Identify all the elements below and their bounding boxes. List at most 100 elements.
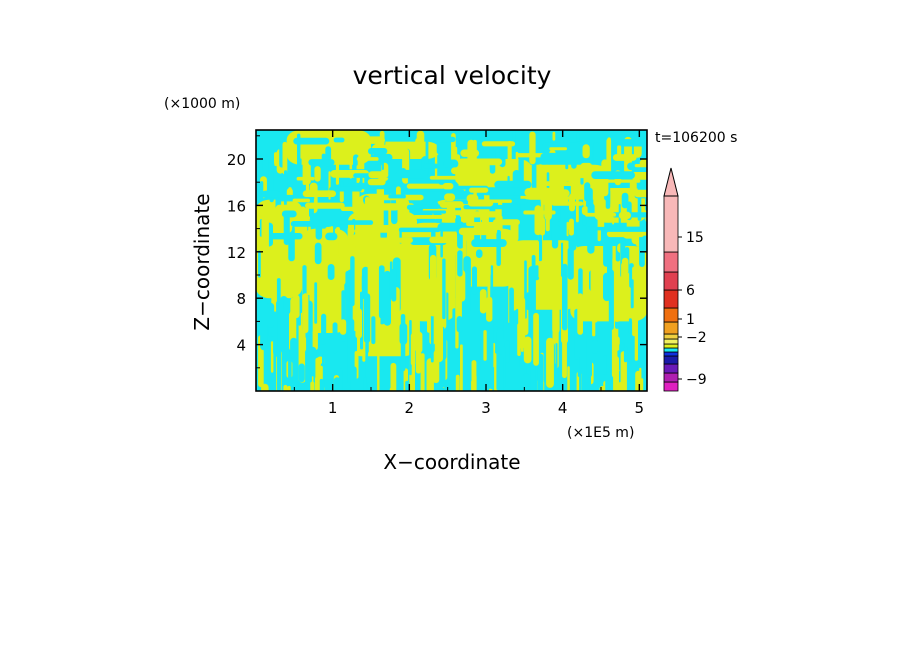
colorbar-label: 6 xyxy=(686,283,695,299)
field-filament xyxy=(639,159,647,167)
field-streak xyxy=(383,270,391,326)
field-streak xyxy=(435,319,442,362)
colorbar-segment xyxy=(663,363,679,374)
field-streak xyxy=(272,248,278,265)
field-filament xyxy=(261,190,281,198)
field-filament xyxy=(539,181,580,186)
x-unit-label: (×1E5 m) xyxy=(567,425,634,441)
field-streak xyxy=(314,166,321,182)
field-filament xyxy=(494,180,532,189)
field-streak xyxy=(623,346,628,363)
field-filament xyxy=(281,210,297,218)
field-streak xyxy=(380,369,384,387)
time-label: t=106200 s xyxy=(655,130,737,146)
field-streak xyxy=(391,268,397,302)
field-filament xyxy=(398,227,441,233)
field-streak xyxy=(426,358,434,391)
field-filament xyxy=(580,162,593,170)
field-streak xyxy=(494,353,497,391)
field-filament xyxy=(423,163,439,169)
field-streak xyxy=(302,293,309,334)
field-streak xyxy=(529,131,536,165)
field-streak xyxy=(546,337,554,388)
field-streak xyxy=(593,142,600,164)
colorbar-label: 1 xyxy=(686,312,695,328)
field-filament xyxy=(585,212,617,217)
field-streak xyxy=(290,337,298,359)
field-streak xyxy=(441,387,445,391)
field-streak xyxy=(471,266,477,295)
field-filament xyxy=(459,211,500,218)
field-streak xyxy=(274,152,278,167)
x-tick-label: 2 xyxy=(405,399,415,417)
field-streak xyxy=(442,258,446,320)
field-streak xyxy=(518,297,526,349)
field-streak xyxy=(314,242,322,265)
field-filament xyxy=(336,220,374,225)
colorbar-segment xyxy=(663,347,679,353)
field-filament xyxy=(429,175,462,180)
field-streak xyxy=(335,151,339,185)
field-streak xyxy=(277,346,281,391)
field-filament xyxy=(366,136,385,144)
colorbar-segment xyxy=(663,321,679,335)
field-streak xyxy=(531,157,537,190)
field-streak xyxy=(531,279,535,325)
field-streak xyxy=(593,194,599,215)
field-streak xyxy=(554,373,558,388)
field-filament xyxy=(413,205,439,209)
field-streak xyxy=(455,374,460,391)
field-streak xyxy=(339,188,344,203)
field-streak xyxy=(332,322,338,354)
field-filament xyxy=(367,178,386,186)
y-tick-label: 20 xyxy=(227,151,246,169)
field-filament xyxy=(466,222,498,227)
colorbar-label: −9 xyxy=(686,372,707,388)
y-unit-label: (×1000 m) xyxy=(164,96,240,112)
field-filament xyxy=(414,210,447,214)
field-filament xyxy=(388,194,406,199)
field-streak xyxy=(287,385,291,391)
field-filament xyxy=(542,142,580,149)
field-filament xyxy=(380,203,415,209)
field-streak xyxy=(507,141,512,170)
field-streak xyxy=(490,265,494,296)
field-filament xyxy=(451,167,485,175)
x-axis-label: X−coordinate xyxy=(383,450,520,474)
colorbar-segment xyxy=(663,381,679,392)
field-streak xyxy=(400,314,406,372)
field-streak xyxy=(420,353,425,391)
field-streak xyxy=(579,367,582,391)
field-filament xyxy=(523,210,556,215)
field-streak xyxy=(523,336,532,364)
field-streak xyxy=(350,221,355,235)
field-streak xyxy=(283,297,291,315)
field-streak xyxy=(576,132,580,142)
colorbar-segment xyxy=(663,351,679,357)
field-streak xyxy=(495,302,499,327)
field-streak xyxy=(352,186,360,214)
colorbar-segment xyxy=(663,343,679,349)
field-streak xyxy=(361,266,370,300)
field-filament xyxy=(292,198,310,203)
colorbar-segment xyxy=(663,289,679,309)
field-filament xyxy=(444,193,456,202)
field-filament xyxy=(354,229,392,233)
y-tick-label: 8 xyxy=(236,290,246,308)
field-filament xyxy=(481,187,516,196)
field-streak xyxy=(415,331,422,374)
field-filament xyxy=(293,137,330,145)
field-streak xyxy=(552,131,556,141)
field-filament xyxy=(481,141,516,147)
field-streak xyxy=(510,221,519,243)
field-filament xyxy=(484,199,512,203)
field-streak xyxy=(365,326,369,353)
field-streak xyxy=(319,378,324,391)
field-filament xyxy=(434,136,456,143)
field-filament xyxy=(612,154,637,161)
colorbar-segment xyxy=(663,251,679,273)
field-streak xyxy=(587,229,595,254)
field-streak xyxy=(355,238,360,248)
field-streak xyxy=(497,354,504,391)
